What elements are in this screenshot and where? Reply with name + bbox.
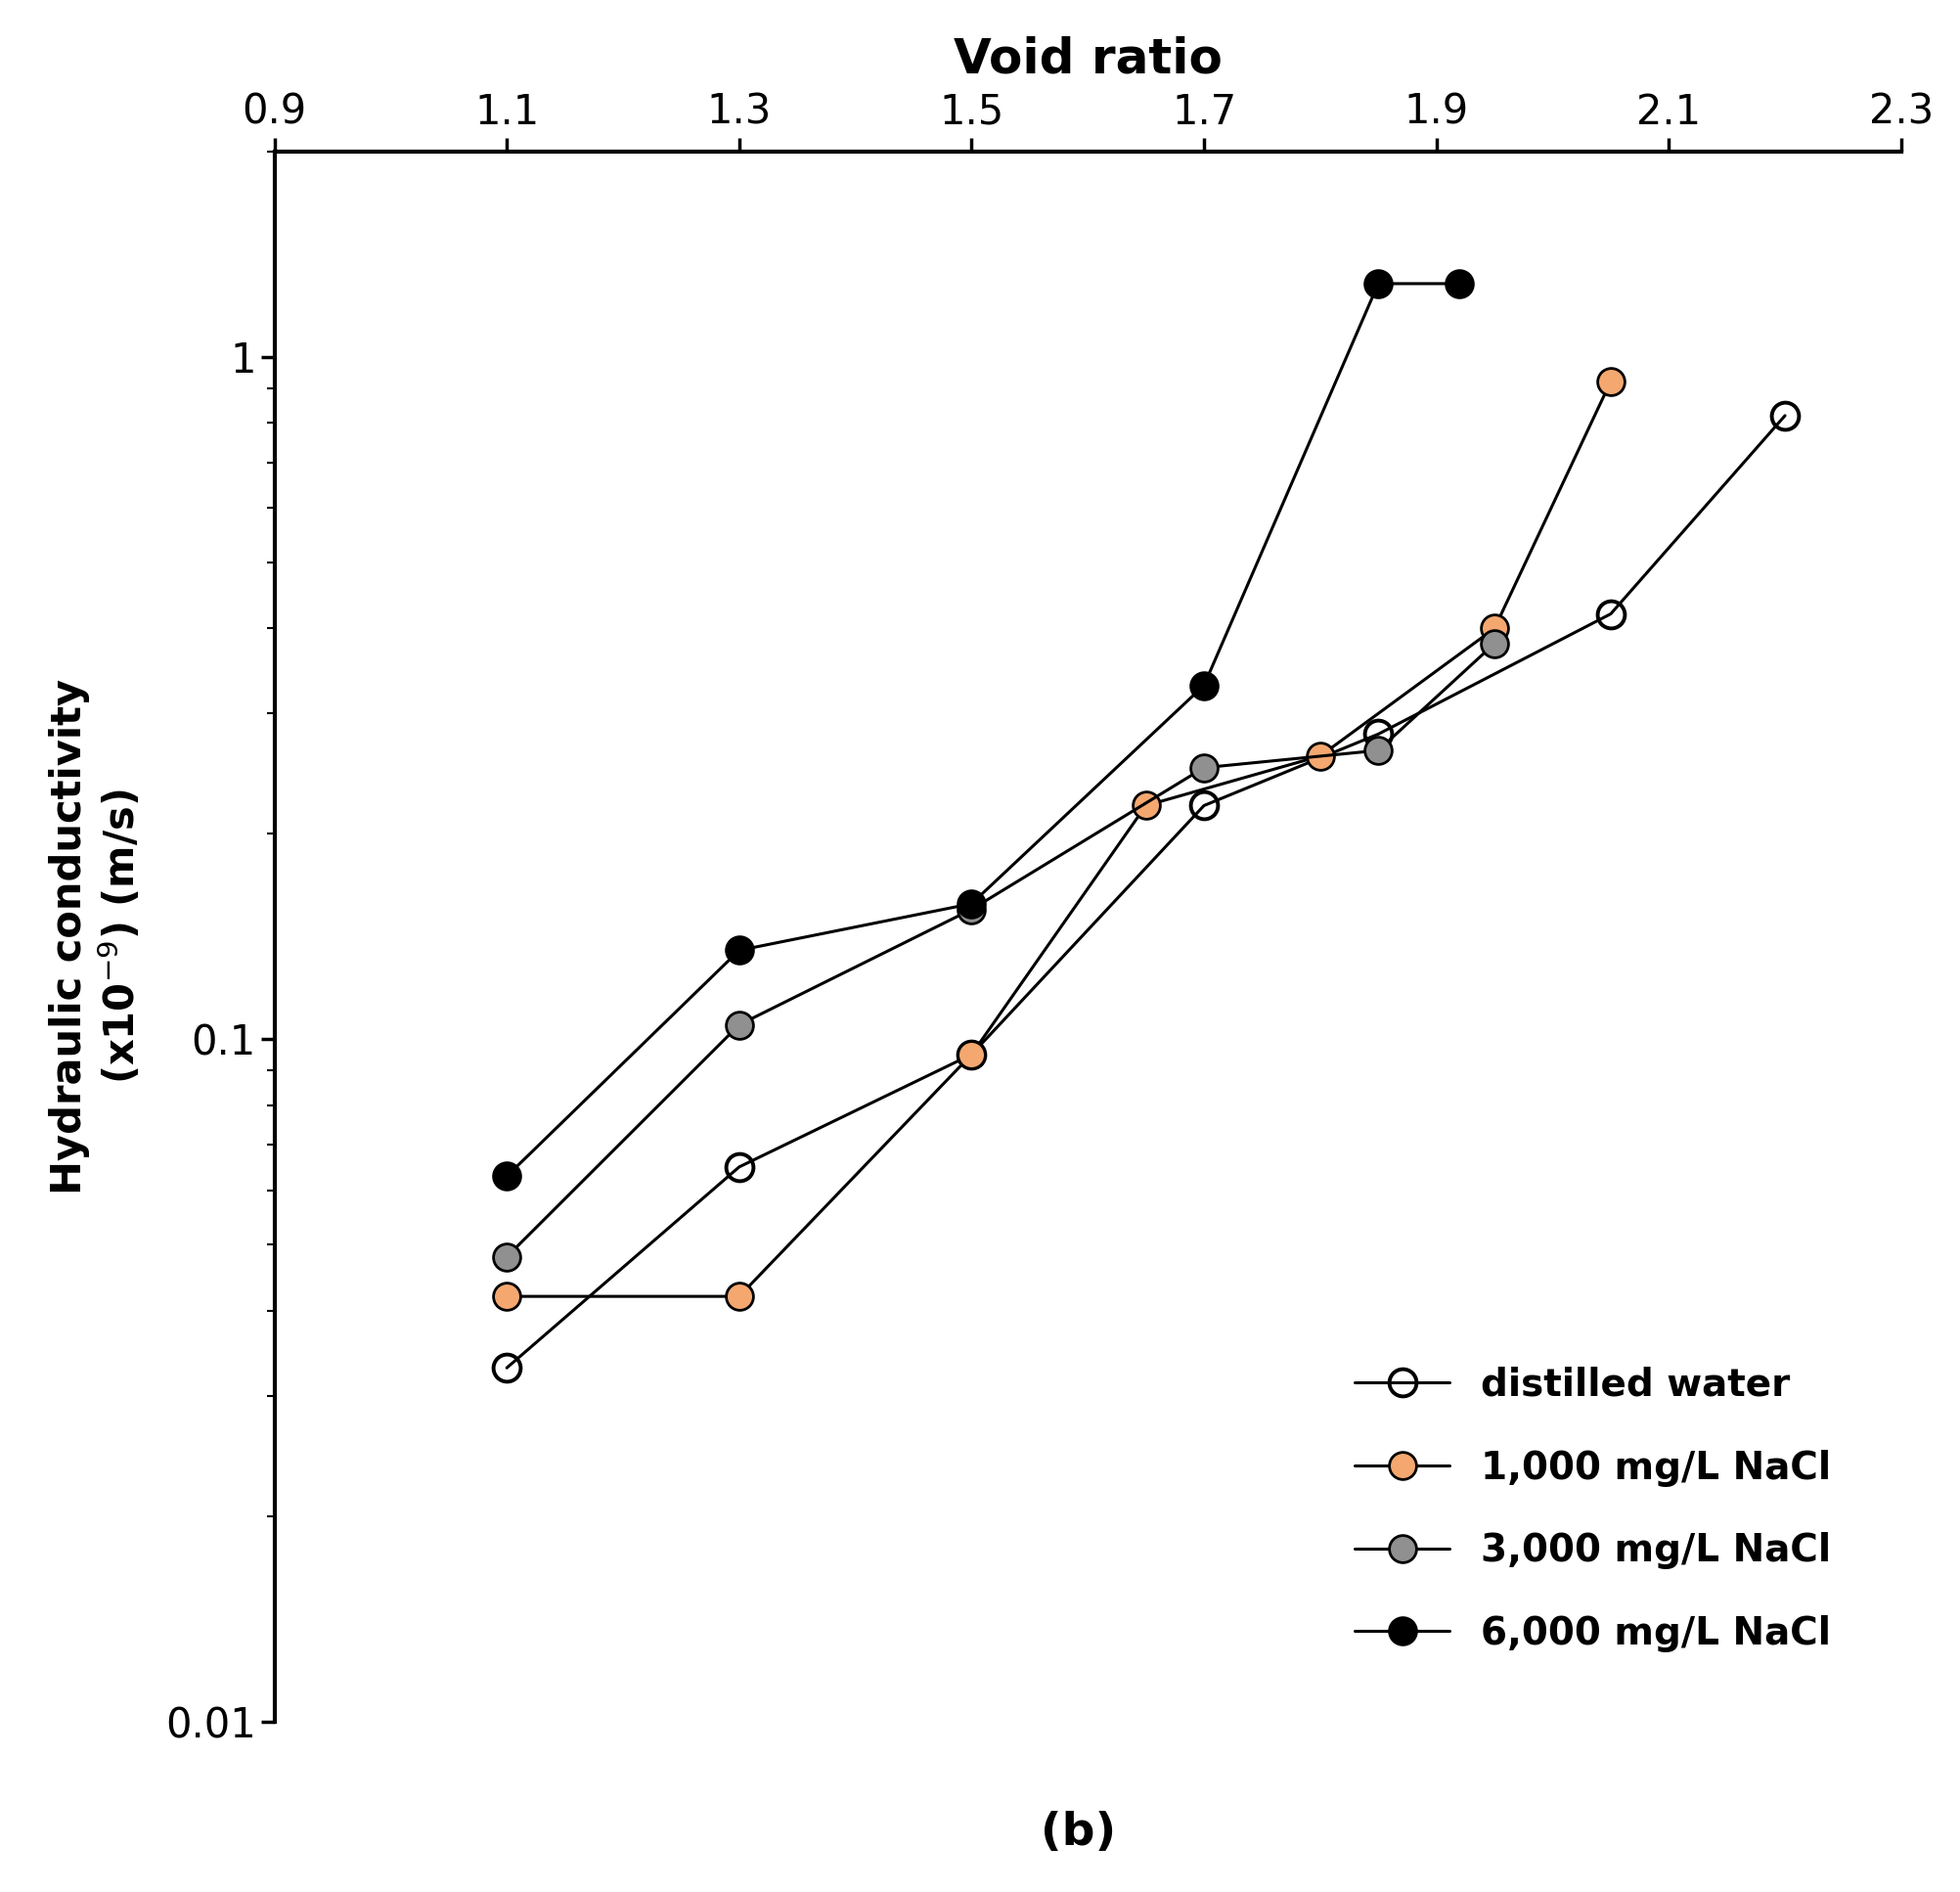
1,000 mg/L NaCl [1482, 617, 1505, 639]
3,000 mg/L NaCl [727, 1014, 751, 1037]
Line: 6,000 mg/L NaCl: 6,000 mg/L NaCl [494, 271, 1474, 1190]
Legend: distilled water, 1,000 mg/L NaCl, 3,000 mg/L NaCl, 6,000 mg/L NaCl: distilled water, 1,000 mg/L NaCl, 3,000 … [1337, 1347, 1850, 1671]
distilled water [496, 1357, 519, 1379]
1,000 mg/L NaCl [1135, 795, 1158, 817]
Line: distilled water: distilled water [494, 401, 1799, 1381]
3,000 mg/L NaCl [496, 1245, 519, 1268]
3,000 mg/L NaCl [1192, 757, 1215, 780]
distilled water [1774, 405, 1797, 428]
6,000 mg/L NaCl [1448, 272, 1472, 295]
3,000 mg/L NaCl [1482, 632, 1505, 655]
1,000 mg/L NaCl [727, 1285, 751, 1307]
3,000 mg/L NaCl [960, 899, 984, 921]
6,000 mg/L NaCl [1366, 272, 1390, 295]
Text: (b): (b) [1041, 1811, 1115, 1854]
1,000 mg/L NaCl [960, 1042, 984, 1065]
distilled water [1192, 795, 1215, 817]
distilled water [1599, 602, 1623, 624]
Line: 3,000 mg/L NaCl: 3,000 mg/L NaCl [494, 630, 1507, 1270]
1,000 mg/L NaCl [1309, 745, 1333, 768]
Line: 1,000 mg/L NaCl: 1,000 mg/L NaCl [494, 367, 1625, 1309]
X-axis label: Void ratio: Void ratio [953, 36, 1223, 83]
6,000 mg/L NaCl [727, 938, 751, 961]
Y-axis label: Hydraulic conductivity
(x10$^{-9}$) (m/s): Hydraulic conductivity (x10$^{-9}$) (m/s… [49, 679, 143, 1194]
1,000 mg/L NaCl [1599, 371, 1623, 394]
distilled water [1366, 723, 1390, 745]
distilled water [727, 1156, 751, 1179]
6,000 mg/L NaCl [1192, 674, 1215, 696]
1,000 mg/L NaCl [496, 1285, 519, 1307]
distilled water [960, 1042, 984, 1065]
6,000 mg/L NaCl [496, 1165, 519, 1188]
3,000 mg/L NaCl [1366, 740, 1390, 762]
6,000 mg/L NaCl [960, 893, 984, 916]
